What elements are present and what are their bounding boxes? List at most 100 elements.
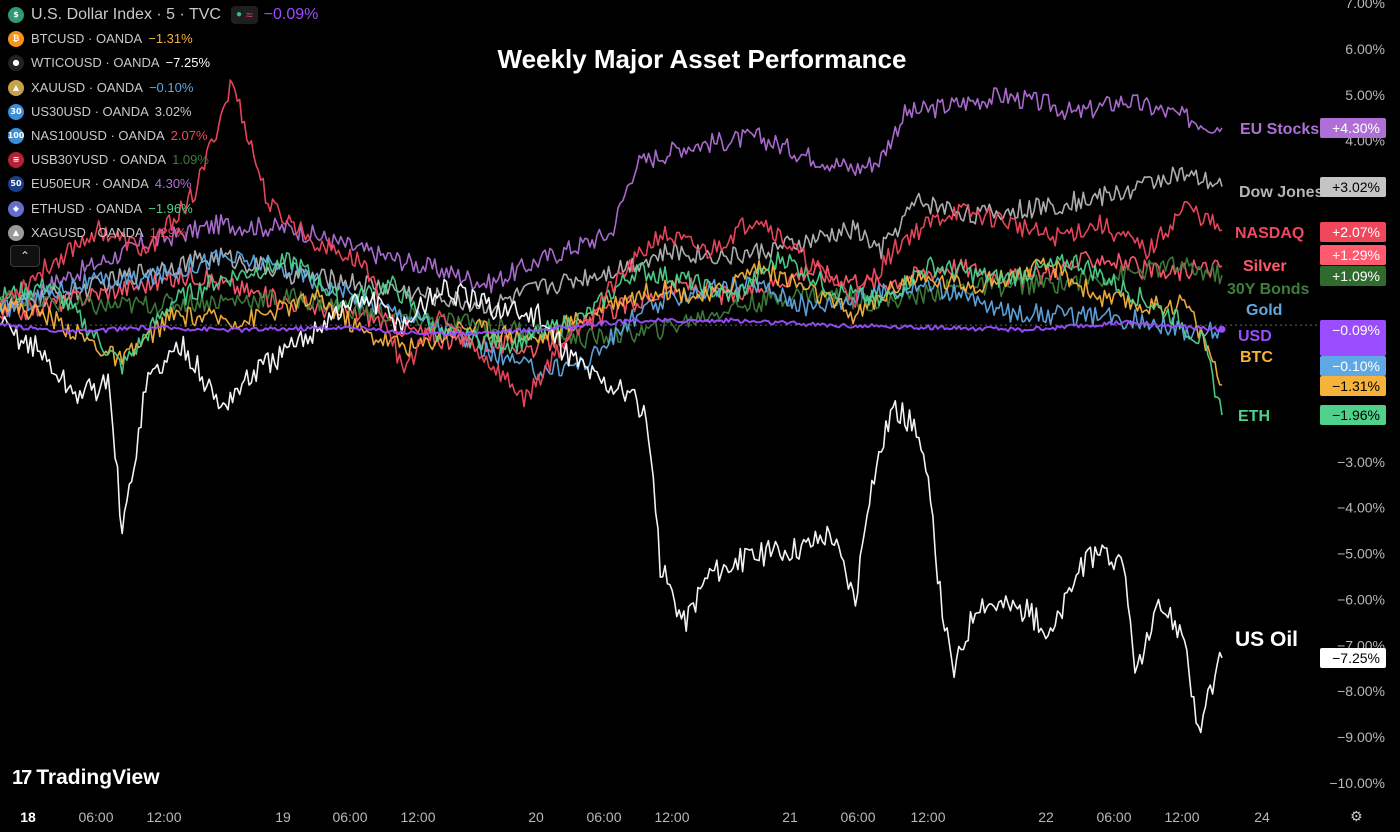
value-tag-label: +1.29%	[1332, 247, 1380, 263]
symbol-icon: 100	[8, 128, 24, 145]
value-tag-label: +2.07%	[1332, 224, 1380, 240]
x-tick-label: 06:00	[840, 809, 875, 825]
value-tag	[1320, 245, 1386, 265]
legend-value: −7.25%	[165, 55, 211, 71]
series-end-label: EU Stocks	[1240, 121, 1319, 138]
legend-symbol: BTCUSD · OANDA	[31, 31, 143, 47]
value-tag-label: +1.09%	[1332, 268, 1380, 284]
legend-row[interactable]: ▲ XAUUSD · OANDA −0.10%	[8, 76, 318, 100]
series-line[interactable]	[0, 257, 1223, 387]
series-end-label: BTC	[1240, 349, 1273, 366]
legend-row[interactable]: ▲ XAGUSD · OANDA 1.29%	[8, 221, 318, 245]
series-lines-layer	[0, 79, 1226, 734]
series-value-tags: +4.30% +3.02% +2.07% +1.29% +1.09% −0.10% −0.0…	[1320, 118, 1386, 668]
legend-row[interactable]: 30 US30USD · OANDA 3.02%	[8, 100, 318, 124]
symbol-icon: ◆	[8, 200, 24, 217]
x-tick-label: 06:00	[1096, 809, 1131, 825]
y-tick-label: −4.00%	[1337, 500, 1385, 516]
x-tick-label: 22	[1038, 809, 1054, 825]
x-tick-label: 06:00	[332, 809, 367, 825]
symbol-icon: ▲	[8, 79, 24, 96]
y-axis[interactable]: 7.00%6.00%5.00%4.00%−3.00%−4.00%−5.00%−6…	[1329, 0, 1385, 791]
symbol-icon: 30	[8, 103, 24, 120]
value-tag	[1320, 118, 1386, 138]
legend-symbol: XAGUSD · OANDA	[31, 224, 144, 240]
x-tick-label: 06:00	[78, 809, 113, 825]
tradingview-logo: 17 TradingView	[12, 766, 160, 790]
legend-row[interactable]: ≡ USB30YUSD · OANDA 1.09%	[8, 148, 318, 172]
series-line[interactable]	[0, 87, 1223, 318]
series-end-label: US Oil	[1235, 628, 1298, 651]
legend-items: ₿ BTCUSD · OANDA −1.31% ● WTICOUSD · OANDA −7…	[8, 27, 318, 245]
value-tag	[1320, 320, 1386, 356]
value-tag	[1320, 356, 1386, 376]
series-line[interactable]	[0, 79, 1223, 408]
y-tick-label: −6.00%	[1337, 591, 1385, 607]
legend-value: −0.10%	[148, 79, 194, 95]
x-tick-label: 21	[782, 809, 798, 825]
legend-symbol: ETHUSD · OANDA	[31, 200, 143, 216]
series-end-label: USD	[1238, 328, 1272, 345]
tradingview-logo-text: TradingView	[36, 766, 160, 789]
legend-symbol: NAS100USD · OANDA	[31, 127, 165, 143]
x-tick-label: 12:00	[910, 809, 945, 825]
value-tag	[1320, 376, 1386, 396]
legend-row[interactable]: ◆ ETHUSD · OANDA −1.96%	[8, 197, 318, 221]
value-tag-label: −0.10%	[1332, 358, 1380, 374]
legend-toggle[interactable]: ● ≈	[230, 6, 258, 25]
series-end-label: Gold	[1246, 302, 1282, 319]
legend-row[interactable]: 50 EU50EUR · OANDA 4.30%	[8, 172, 318, 196]
x-axis[interactable]: 18 06:00 12:00 19 06:00 12:00 20 06:00 12:00 21 06…	[20, 809, 1270, 825]
gear-icon[interactable]: ⚙	[1350, 808, 1363, 824]
approx-icon: ≈	[246, 8, 253, 22]
value-tag	[1320, 405, 1386, 425]
symbol-icon: ●	[8, 55, 24, 72]
series-end-label: ETH	[1238, 408, 1270, 425]
x-tick-label: 12:00	[1164, 809, 1199, 825]
series-line[interactable]	[0, 256, 1223, 349]
y-tick-label: 7.00%	[1345, 0, 1385, 11]
x-tick-label: 12:00	[654, 809, 689, 825]
legend-symbol: US30USD · OANDA	[31, 103, 149, 119]
legend-value: −1.31%	[148, 31, 193, 47]
y-tick-label: −10.00%	[1329, 775, 1385, 791]
series-end-label: Silver	[1243, 258, 1287, 275]
series-line[interactable]	[0, 250, 1223, 358]
legend-value: −0.09%	[263, 6, 319, 23]
value-tag-label: −1.31%	[1332, 378, 1380, 394]
last-point-marker	[1218, 325, 1226, 333]
legend-row-main[interactable]: $ U.S. Dollar Index · 5 · TVC ● ≈ −0.09%	[8, 3, 318, 27]
x-tick-label: 12:00	[400, 809, 435, 825]
series-line[interactable]	[0, 251, 1223, 416]
symbol-icon: ₿	[8, 31, 24, 48]
y-tick-label: −8.00%	[1337, 683, 1385, 699]
legend-row[interactable]: ₿ BTCUSD · OANDA −1.31%	[8, 27, 318, 51]
series-line[interactable]	[0, 278, 1223, 734]
x-tick-label: 18	[20, 809, 36, 825]
value-tag	[1320, 648, 1386, 668]
legend-row[interactable]: 100 NAS100USD · OANDA 2.07%	[8, 124, 318, 148]
legend-symbol: WTICOUSD · OANDA	[31, 55, 160, 71]
value-tag-label: −0.09%	[1332, 322, 1380, 338]
symbol-icon: ≡	[8, 152, 24, 169]
legend-value: −1.96%	[148, 200, 193, 216]
x-tick-label: 24	[1254, 809, 1270, 825]
y-tick-label: −3.00%	[1337, 454, 1385, 470]
series-line[interactable]	[0, 249, 1223, 381]
chevron-up-icon: ⌃	[19, 249, 31, 263]
series-end-label: NASDAQ	[1235, 225, 1304, 242]
series-end-label: 30Y Bonds	[1227, 281, 1310, 298]
dollar-icon: $	[8, 7, 24, 24]
legend-value: 3.02%	[154, 103, 192, 119]
value-tag-label: +3.02%	[1332, 179, 1380, 195]
value-tag	[1320, 177, 1386, 197]
y-tick-label: 5.00%	[1345, 87, 1385, 103]
collapse-legend-button[interactable]: ⌃	[10, 245, 40, 267]
x-tick-label: 20	[528, 809, 544, 825]
value-tag-label: −1.96%	[1332, 407, 1380, 423]
legend-row[interactable]: ● WTICOUSD · OANDA −7.25%	[8, 51, 318, 75]
series-line[interactable]	[0, 166, 1223, 316]
y-tick-label: 6.00%	[1345, 41, 1385, 57]
legend: $ U.S. Dollar Index · 5 · TVC ● ≈ −0.09%…	[8, 3, 318, 245]
